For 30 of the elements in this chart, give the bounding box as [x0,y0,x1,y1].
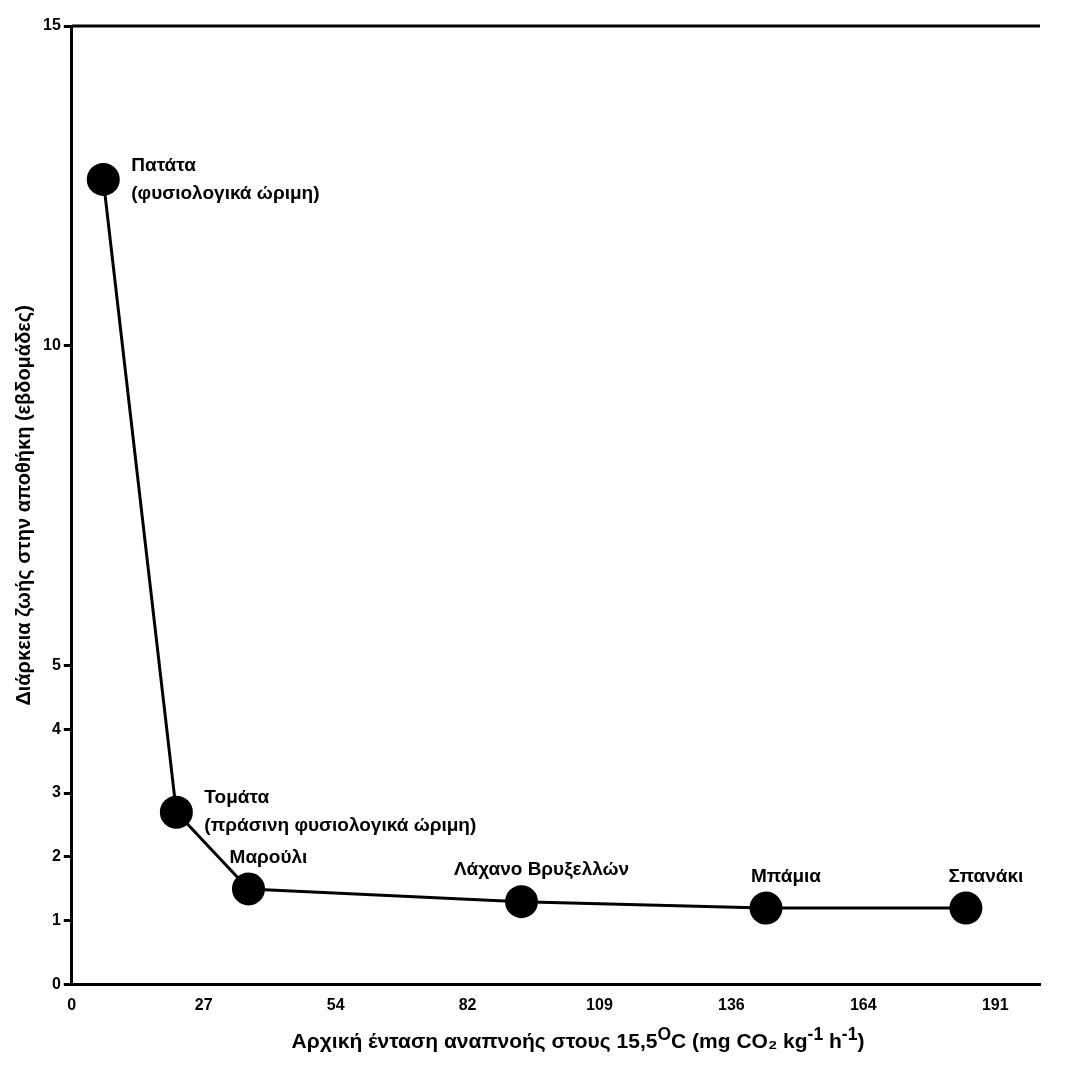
annotation: Μαρούλι [229,845,308,867]
point [86,162,120,196]
point [159,795,193,829]
y-tick-label: 5 [51,655,61,673]
annotation: Σπανάκι [948,864,1024,886]
x-axis-title: Αρχική ένταση αναπνοής στους 15,5$^{O}$C (mg CO₂ kg$^{-1}$ h$^{-1}$) [290,1024,866,1053]
y-tick-label: 15 [43,16,61,34]
x-tick-label: 109 [586,995,613,1013]
annotation: Πατάτα (φυσιολογικά ώριμη) [131,153,320,203]
point [231,872,265,906]
y-tick-label: 10 [43,336,61,354]
x-tick-label: 54 [326,995,345,1013]
y-tick-label: 3 [51,783,61,801]
annotation: Μπάμια [750,864,822,886]
x-tick-label: 136 [718,995,745,1013]
x-tick-label: 191 [981,995,1009,1013]
annotation: Λάχανο Βρυξελλών [453,858,630,881]
annotation: Τομάτα (πράσινη φυσιολογικά ώριμη) [204,786,477,836]
point [505,885,539,919]
x-tick-label: 164 [849,995,877,1013]
point [949,891,983,925]
point [749,891,783,925]
y-tick-label: 0 [51,975,61,993]
y-tick-label: 4 [51,719,61,737]
x-tick-label: 82 [458,995,477,1013]
y-tick-label: 2 [51,847,61,865]
y-axis-title: Διάρκεια ζωής στην αποθήκη (εβδομάδες) [11,305,34,706]
x-tick-label: 27 [194,995,213,1013]
y-tick-label: 1 [51,911,61,929]
x-tick-label: 0 [67,995,77,1013]
